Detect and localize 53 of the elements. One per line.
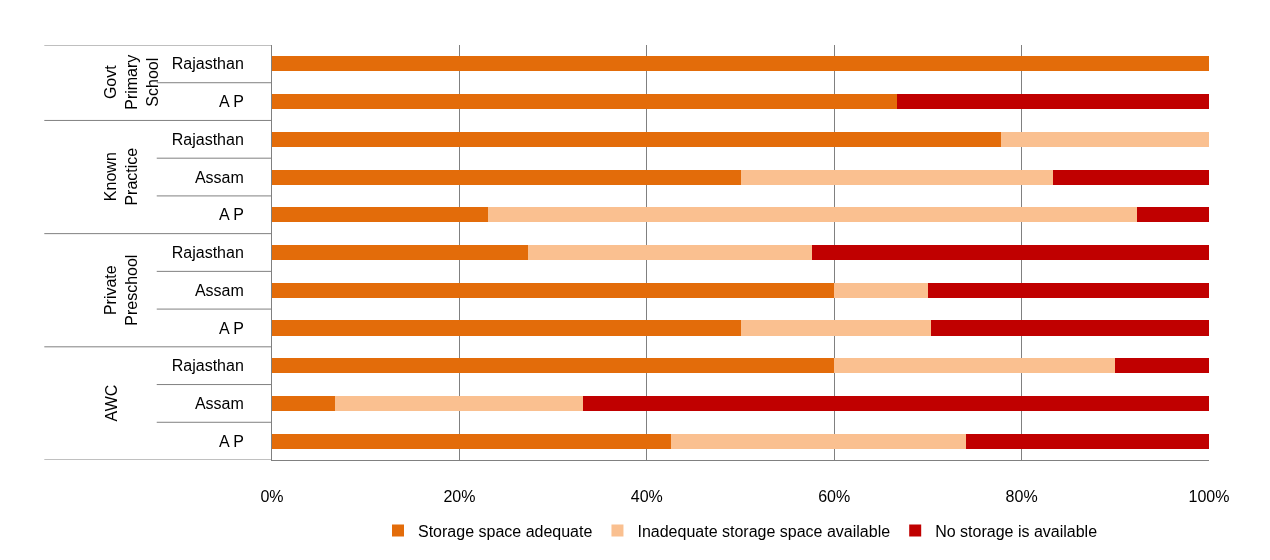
bar: [1000, 131, 1209, 147]
bar: [811, 244, 1209, 261]
legend-label: Storage space adequate: [418, 522, 593, 540]
bar: [834, 282, 928, 298]
bar: [272, 169, 741, 185]
x-tick-label: 20%: [443, 488, 476, 506]
bar: [927, 282, 1209, 298]
bar: [272, 395, 335, 411]
bar: [896, 94, 1209, 110]
bar: [966, 433, 1209, 449]
bar: [272, 320, 741, 336]
y-tick-label: Assam: [194, 395, 244, 413]
bar: [930, 320, 1209, 336]
y-tick-label: Rajasthan: [171, 55, 244, 73]
bar: [1052, 169, 1209, 185]
y-tick-label: Rajasthan: [171, 357, 244, 375]
legend-label: Inadequate storage space available: [637, 522, 891, 540]
y-tick-label: A P: [218, 432, 244, 450]
bar: [272, 131, 1001, 147]
bar: [272, 358, 835, 374]
text: AWC: [102, 384, 120, 422]
bar: [583, 395, 1209, 411]
bar: [272, 282, 835, 298]
bar: [272, 433, 672, 449]
y-tick-label: A P: [218, 206, 244, 224]
y-tick-label: Assam: [194, 281, 244, 299]
bar: [272, 56, 1209, 72]
bar: [834, 358, 1116, 374]
y-tick-label: A P: [218, 93, 244, 111]
y-tick-label: A P: [218, 319, 244, 337]
bar: [740, 169, 1053, 185]
y-tick-label: Rajasthan: [171, 130, 244, 148]
x-tick-label: 60%: [818, 488, 851, 506]
bar: [1115, 358, 1209, 374]
bar: [1136, 207, 1209, 223]
x-tick-label: 80%: [1005, 488, 1038, 506]
text: Known Practice: [102, 147, 141, 206]
y-tick-label: Rajasthan: [171, 244, 244, 262]
y-tick-label: Assam: [194, 168, 244, 186]
text: Private Preschool: [102, 254, 141, 326]
x-tick-label: 40%: [630, 488, 663, 506]
bar: [334, 395, 584, 411]
x-tick-label: 0%: [260, 488, 284, 506]
x-tick-label: 100%: [1188, 488, 1230, 506]
bar: [527, 244, 812, 261]
bar: [488, 207, 1137, 223]
bar: [272, 94, 897, 110]
bar: [272, 207, 489, 223]
bar: [272, 244, 528, 261]
text: Govt Primary School: [102, 54, 161, 110]
legend-label: No storage is available: [935, 522, 1098, 540]
bar: [671, 433, 967, 449]
bar: [740, 320, 931, 336]
